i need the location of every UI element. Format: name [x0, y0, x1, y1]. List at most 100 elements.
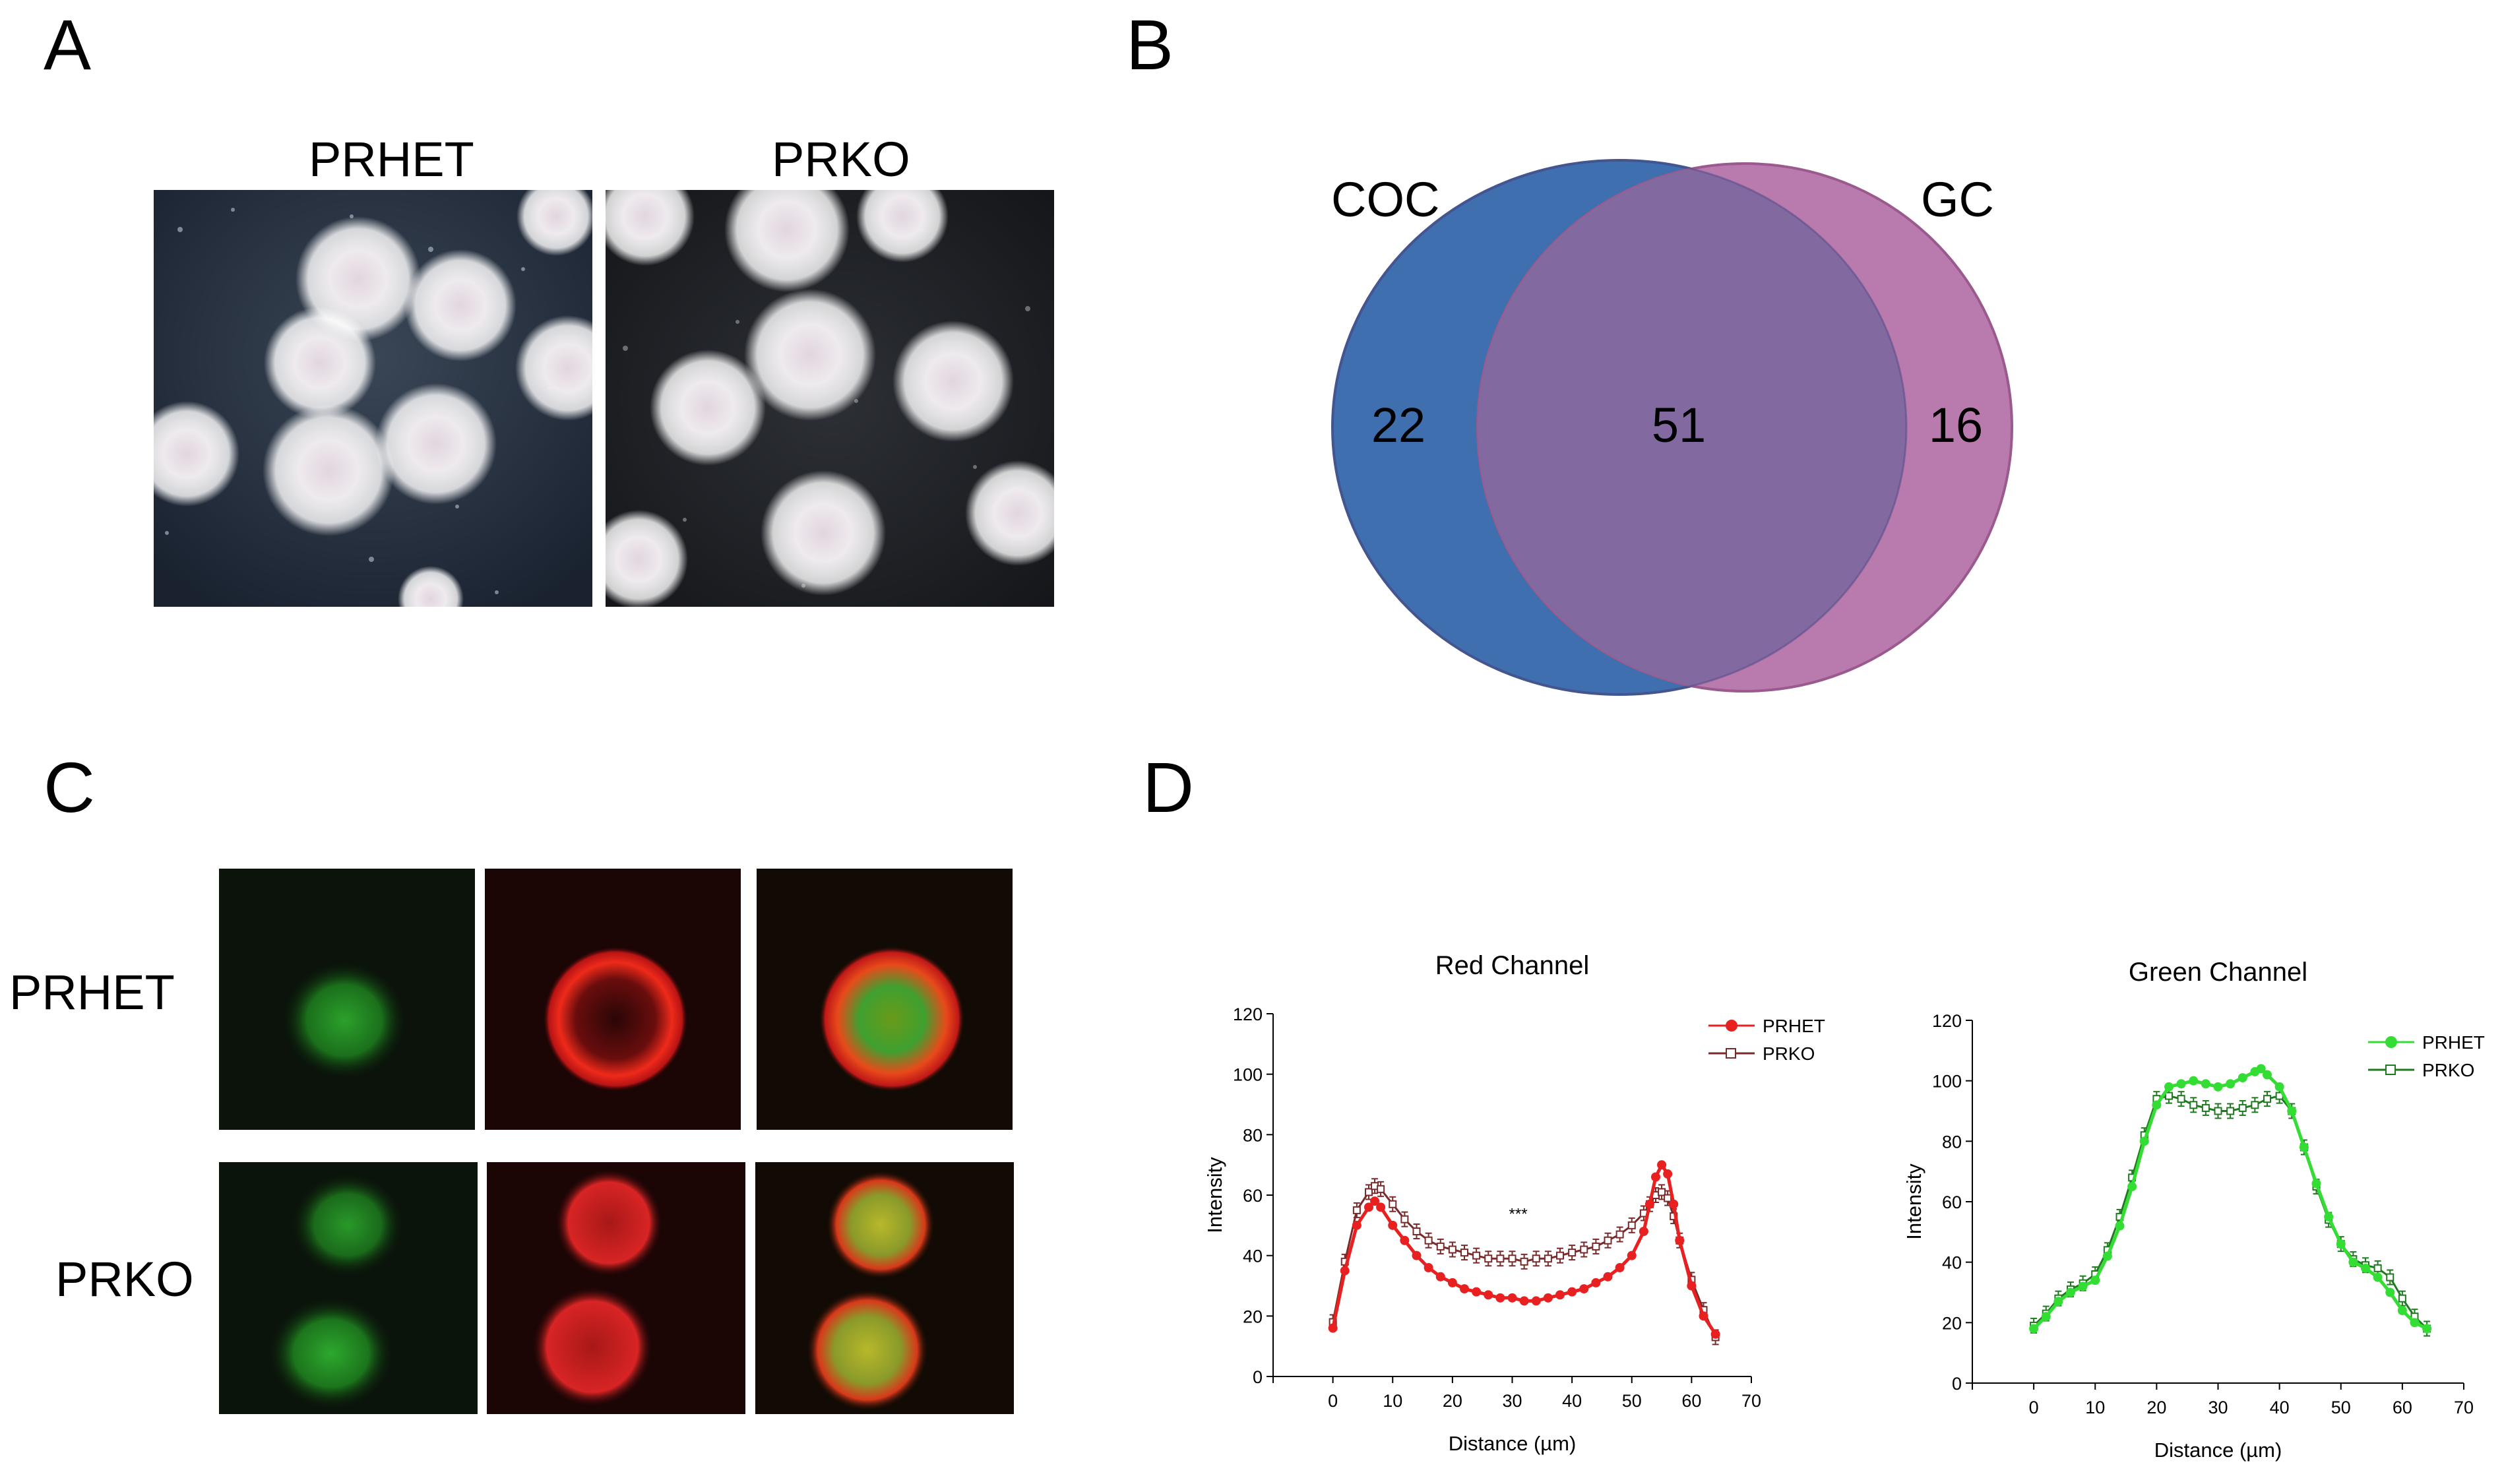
chart-0-point — [1664, 1194, 1672, 1202]
chart-1-point — [2324, 1212, 2334, 1221]
chart-0-point — [1448, 1245, 1456, 1254]
chart-0-point — [1615, 1230, 1624, 1239]
chart-0-point — [1340, 1266, 1350, 1276]
chart-0-point — [1496, 1254, 1505, 1263]
chart-1-x-tick-label: 50 — [2331, 1398, 2351, 1417]
chart-0-point — [1508, 1254, 1517, 1263]
red-channel-chart: Red Channel 0 20 40 60 80 100 120 0 10 20 30 40 50 60 7… — [1203, 951, 1825, 1455]
micrograph-label-prko: PRKO — [772, 132, 910, 187]
venn-count-coc-only: 22 — [1371, 398, 1425, 452]
chart-1-x-tick-label: 40 — [2270, 1398, 2290, 1417]
chart-1-point — [2066, 1287, 2075, 1297]
chart-0-point — [1424, 1263, 1433, 1272]
chart-0-point — [1580, 1245, 1588, 1254]
chart-0-series-prhet — [1328, 1160, 1720, 1339]
chart-0-point — [1556, 1251, 1564, 1260]
chart-1-point — [2139, 1136, 2149, 1146]
chart-0-point — [1568, 1249, 1577, 1257]
venn-count-overlap: 51 — [1652, 398, 1706, 452]
chart-0-point — [1710, 1329, 1720, 1339]
chart-1-title: Green Channel — [2129, 958, 2307, 987]
chart-0-x-tick-label: 50 — [1622, 1391, 1642, 1411]
chart-1-x-tick-label: 10 — [2085, 1398, 2105, 1417]
chart-1-point — [2152, 1100, 2162, 1110]
chart-0-point — [1651, 1172, 1660, 1182]
chart-0-point — [1400, 1235, 1410, 1245]
chart-0-point — [1377, 1185, 1385, 1193]
chart-1-point — [2397, 1306, 2407, 1315]
chart-0-point — [1460, 1249, 1468, 1257]
panel-letter-a: A — [44, 5, 92, 84]
chart-1-point — [2053, 1297, 2063, 1307]
chart-1-point — [2189, 1076, 2199, 1086]
chart-0-x-tick-label: 40 — [1562, 1391, 1582, 1411]
chart-0-point — [1531, 1296, 1541, 1306]
chart-0-point — [1484, 1290, 1493, 1300]
chart-0-point — [1328, 1323, 1338, 1333]
chart-1-point — [2041, 1312, 2051, 1322]
micrograph-label-prhet: PRHET — [309, 132, 474, 187]
svg-text:PRKO: PRKO — [2422, 1060, 2474, 1080]
chart-0-point — [1555, 1290, 1565, 1300]
chart-0-point — [1495, 1293, 1505, 1303]
chart-0-point — [1699, 1311, 1708, 1321]
chart-1-point — [2115, 1221, 2125, 1231]
chart-0-point — [1388, 1220, 1398, 1230]
chart-0-point — [1370, 1196, 1380, 1206]
svg-text:PRHET: PRHET — [1763, 1016, 1825, 1036]
chart-0-point — [1412, 1251, 1422, 1260]
chart-0-point — [1352, 1206, 1361, 1214]
chart-0-point — [1658, 1188, 1666, 1196]
chart-1-point — [2398, 1294, 2406, 1303]
confocal-prko-red — [487, 1162, 745, 1414]
chart-1-point — [2422, 1324, 2432, 1334]
chart-1-x-tick-label: 70 — [2454, 1398, 2474, 1417]
micrograph-prhet — [154, 190, 592, 607]
chart-1-point — [2238, 1073, 2247, 1083]
chart-1-y-tick-label: 120 — [1932, 1011, 1962, 1031]
chart-1-point — [2385, 1287, 2395, 1297]
panel-letter-b: B — [1126, 5, 1174, 84]
chart-0-point — [1520, 1257, 1528, 1266]
micrograph-prko — [606, 190, 1054, 607]
chart-0-x-tick-label: 30 — [1502, 1391, 1522, 1411]
chart-0-point — [1639, 1227, 1648, 1236]
chart-1-point — [2226, 1079, 2236, 1089]
chart-1-series-prko — [2030, 1088, 2431, 1337]
chart-0-point — [1644, 1199, 1654, 1209]
chart-1-point — [2164, 1082, 2174, 1092]
chart-0-y-tick-label: 40 — [1243, 1247, 1263, 1266]
chart-1-point — [2102, 1251, 2112, 1261]
chart-1-series-prhet — [2029, 1064, 2432, 1334]
chart-0-y-axis-label: Intensity — [1203, 1157, 1226, 1233]
chart-0-y-tick-label: 120 — [1233, 1005, 1263, 1024]
chart-0-point — [1675, 1235, 1685, 1245]
confocal-prhet-red — [485, 869, 741, 1130]
chart-1-point — [2176, 1079, 2186, 1089]
chart-1-x-tick-label: 0 — [2029, 1398, 2039, 1417]
chart-0-series-prko — [1329, 1178, 1720, 1345]
chart-1-point — [2226, 1107, 2235, 1115]
chart-0-point — [1532, 1254, 1540, 1263]
svg-text:PRHET: PRHET — [2422, 1032, 2485, 1053]
chart-0-point — [1472, 1251, 1481, 1260]
confocal-prhet-green — [219, 869, 475, 1130]
venn-label-gc: GC — [1921, 172, 1994, 227]
chart-1-legend-prhet: PRHET — [2368, 1032, 2485, 1053]
chart-1-point — [2373, 1264, 2382, 1272]
chart-0-point — [1412, 1227, 1421, 1235]
chart-0-y-tick-label: 0 — [1253, 1367, 1263, 1387]
chart-0-point — [1669, 1199, 1679, 1209]
chart-0-legend-prko: PRKO — [1708, 1043, 1815, 1064]
chart-1-point — [2238, 1103, 2247, 1112]
chart-0-point — [1436, 1242, 1445, 1251]
chart-1-point — [2189, 1101, 2198, 1109]
chart-0-point — [1472, 1287, 1482, 1297]
chart-0-point — [1364, 1202, 1373, 1212]
chart-0-legend-prhet: PRHET — [1708, 1016, 1825, 1036]
chart-0-title: Red Channel — [1435, 951, 1590, 980]
chart-1-y-tick-label: 80 — [1942, 1132, 1962, 1152]
chart-0-point — [1460, 1284, 1469, 1294]
chart-0-point — [1603, 1272, 1613, 1282]
chart-0-point — [1435, 1272, 1445, 1282]
